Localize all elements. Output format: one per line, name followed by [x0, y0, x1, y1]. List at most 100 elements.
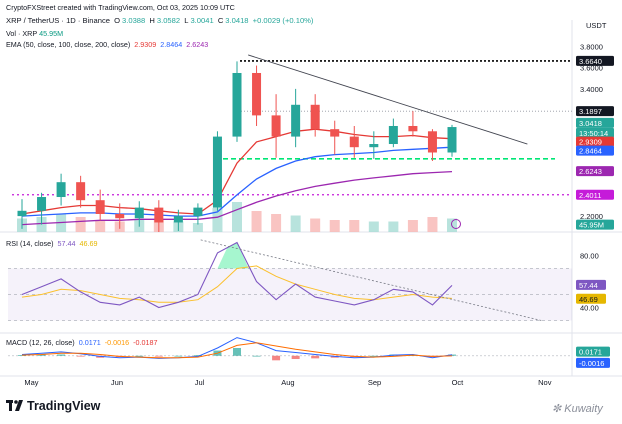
- macd-histogram-bar: [291, 355, 300, 360]
- macd-badge-label: 0.0171: [579, 348, 602, 357]
- price-badge-label: 2.4011: [579, 191, 601, 200]
- macd-badge: [576, 357, 610, 368]
- price-tick-label: 3.8000: [580, 42, 603, 51]
- macd-histogram-bar: [37, 354, 46, 356]
- ema100-value: 2.8464: [160, 40, 183, 49]
- macd-histogram-bar: [252, 355, 261, 357]
- volume-bar: [407, 220, 418, 232]
- symbol-title[interactable]: XRP / TetherUS · 1D · Binance: [6, 16, 110, 25]
- rsi-tick-label: 40.00: [580, 304, 599, 313]
- price-badge: [576, 127, 614, 138]
- candle: [427, 131, 437, 153]
- macd-value: 0.0171: [78, 338, 101, 347]
- price-badge: [576, 189, 614, 200]
- volume-bar: [75, 217, 86, 232]
- x-axis-month-label: May: [24, 378, 38, 387]
- signal-line: [21, 342, 453, 359]
- candle: [310, 104, 320, 130]
- ema50-value: 2.9309: [134, 40, 157, 49]
- price-badge-label: 3.0418: [579, 119, 602, 128]
- candle: [330, 129, 340, 137]
- attribution: CryptoFXStreet created with TradingView.…: [6, 3, 235, 12]
- price-badge: [576, 106, 614, 117]
- volume-legend[interactable]: Vol · XRP 45.95M: [6, 29, 64, 38]
- rsi-line: [21, 241, 453, 309]
- close-value: 3.0418: [225, 16, 249, 25]
- price-badge: [576, 55, 614, 66]
- volume-bar: [388, 221, 399, 232]
- volume-bar: [329, 220, 340, 232]
- candle: [369, 144, 379, 148]
- clock-icon[interactable]: [451, 219, 461, 229]
- ema200-line: [21, 170, 453, 226]
- signal-value: -0.0016: [104, 338, 130, 347]
- macd-histogram-bar: [233, 347, 241, 356]
- rsi-legend[interactable]: RSI (14, close) 57.44 46.69: [6, 239, 98, 248]
- volume-bar: [310, 218, 321, 232]
- price-badge: [576, 166, 614, 177]
- rsi-badge-label: 57.44: [579, 281, 598, 290]
- candle: [76, 182, 86, 201]
- price-badge-label: 3.6640: [579, 57, 602, 66]
- high-value: 3.0582: [156, 16, 181, 25]
- open-value: 3.0388: [122, 16, 146, 25]
- ema50-line: [21, 128, 453, 215]
- candle: [271, 115, 281, 137]
- rsi-badge-label: 46.69: [579, 295, 598, 304]
- x-axis-month-label: Jun: [111, 378, 123, 387]
- rsi-ma-value: 46.69: [79, 239, 98, 248]
- trendline: [248, 54, 528, 145]
- volume-value: 45.95M: [39, 29, 64, 38]
- volume-bar: [192, 223, 203, 232]
- volume-bar: [290, 215, 301, 232]
- price-tick-label: 2.2000: [580, 212, 603, 221]
- rsi-overbought-fill: [217, 242, 249, 269]
- price-badge: [576, 145, 614, 156]
- price-tick-label: 3.4000: [580, 85, 603, 94]
- candle: [232, 72, 242, 137]
- price-badge-label: 45.95M: [579, 221, 604, 230]
- price-badge-label: 2.9309: [579, 138, 602, 147]
- macd-histogram-bar: [76, 355, 85, 357]
- candle: [56, 182, 66, 198]
- candle: [154, 207, 164, 223]
- candle: [17, 210, 27, 217]
- candle: [193, 207, 203, 217]
- macd-histogram-bar: [311, 355, 320, 359]
- rsi-tick-label: 80.00: [580, 252, 599, 261]
- currency-label: USDT: [586, 21, 607, 30]
- candle: [173, 216, 183, 223]
- low-value: 3.0041: [190, 16, 214, 25]
- price-badge-label: 2.6243: [579, 167, 602, 176]
- macd-histogram-bar: [369, 355, 378, 357]
- x-axis-month-label: Sep: [368, 378, 381, 387]
- rsi-badge: [576, 293, 606, 304]
- rsi-badge: [576, 279, 606, 290]
- rsi-ma-line: [21, 265, 453, 303]
- volume-bar: [232, 202, 242, 232]
- candle: [388, 125, 398, 145]
- macd-badge-label: -0.0016: [579, 359, 604, 368]
- macd-histogram-bar: [135, 355, 144, 357]
- volume-bar: [212, 208, 223, 232]
- ema100-line: [21, 146, 453, 217]
- tradingview-logo-icon: [6, 400, 23, 411]
- tradingview-logo[interactable]: TradingView: [6, 399, 100, 413]
- macd-histogram-bar: [154, 355, 163, 357]
- macd-badge: [576, 346, 610, 357]
- hist-value: -0.0187: [133, 338, 158, 347]
- price-badge-label: 2.8464: [579, 147, 602, 156]
- macd-histogram-bar: [174, 355, 183, 357]
- price-badge-label: 13:50:14: [579, 129, 608, 138]
- macd-histogram-bar: [57, 354, 66, 356]
- volume-bar: [368, 221, 379, 232]
- macd-histogram-bar: [272, 355, 281, 361]
- macd-legend[interactable]: MACD (12, 26, close) 0.0171 -0.0016 -0.0…: [6, 338, 158, 347]
- volume-bar: [349, 220, 360, 232]
- candle: [408, 125, 418, 132]
- x-axis-month-label: Jul: [195, 378, 205, 387]
- ema-legend[interactable]: EMA (50, close, 100, close, 200, close) …: [6, 40, 209, 49]
- volume-bar: [427, 217, 438, 232]
- price-badge: [576, 117, 614, 128]
